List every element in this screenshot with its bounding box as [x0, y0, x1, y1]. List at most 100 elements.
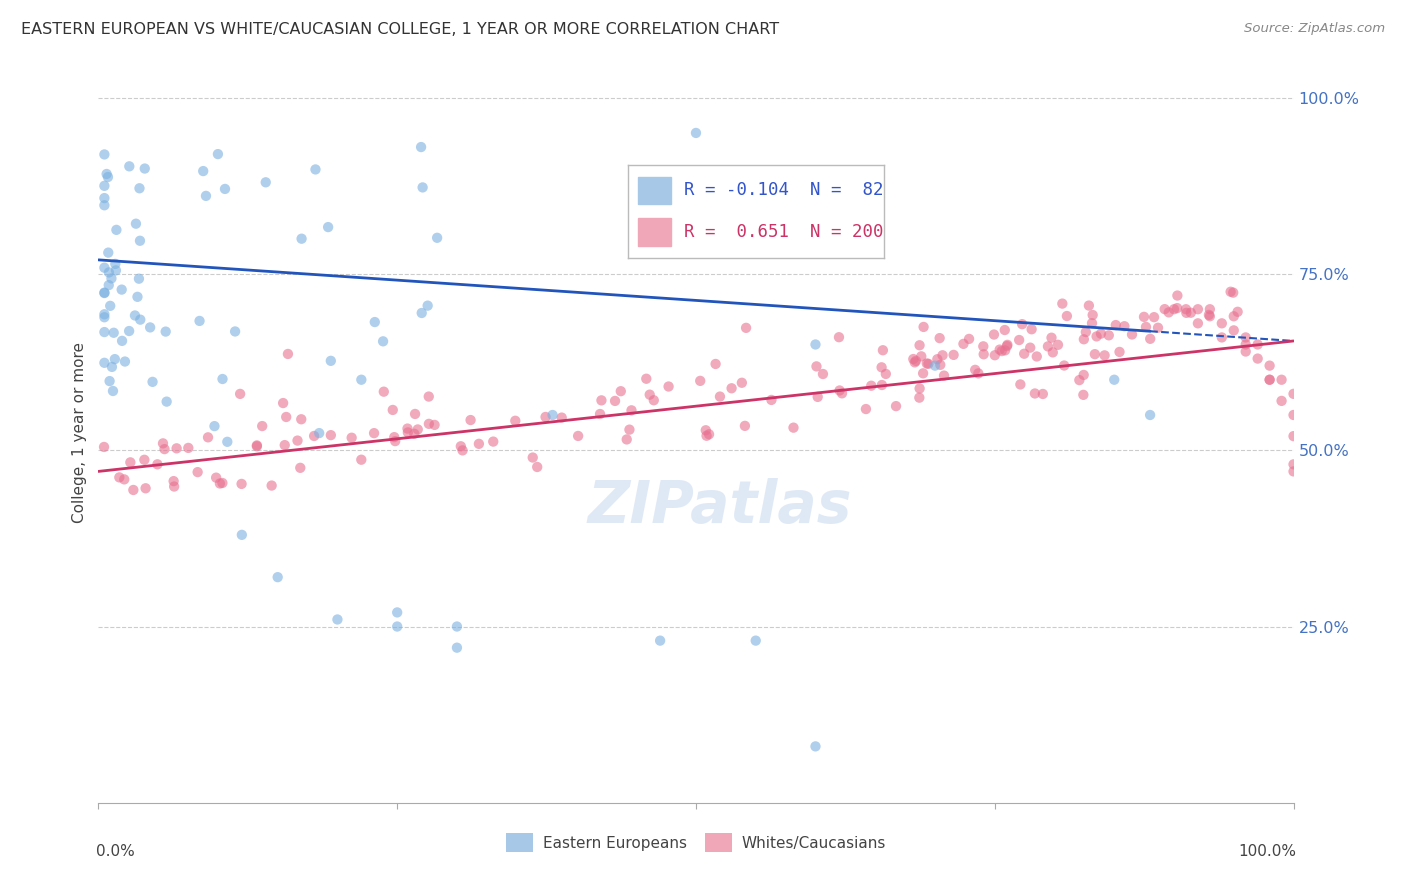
- Point: [1187, 316, 1209, 330]
- Point: [620, 403, 643, 417]
- Point: [373, 384, 395, 399]
- Point: [1187, 302, 1209, 317]
- Point: [915, 356, 938, 370]
- Point: [720, 381, 742, 395]
- Y-axis label: College, 1 year or more: College, 1 year or more: [72, 343, 87, 523]
- Point: [522, 450, 544, 465]
- Point: [988, 343, 1011, 357]
- Point: [364, 315, 387, 329]
- Point: [1226, 305, 1249, 319]
- Point: [276, 409, 298, 424]
- Point: [142, 375, 165, 389]
- Point: [1036, 339, 1059, 353]
- Point: [162, 474, 184, 488]
- Point: [291, 232, 314, 246]
- Point: [526, 460, 548, 475]
- Point: [1271, 373, 1294, 387]
- Point: [93, 440, 115, 454]
- Point: [93, 310, 115, 325]
- Point: [648, 633, 672, 648]
- Point: [1010, 377, 1032, 392]
- Point: [208, 476, 231, 491]
- Point: [696, 429, 718, 443]
- Point: [134, 161, 156, 176]
- Point: [860, 378, 883, 392]
- Point: [855, 402, 877, 417]
- Point: [204, 419, 226, 434]
- Point: [120, 455, 142, 469]
- Point: [217, 434, 239, 449]
- Point: [643, 393, 665, 408]
- Point: [460, 413, 482, 427]
- Point: [735, 321, 758, 335]
- Point: [1163, 302, 1185, 317]
- Text: R =  0.651  N = 200: R = 0.651 N = 200: [685, 223, 884, 241]
- Point: [93, 325, 115, 339]
- Point: [128, 181, 150, 195]
- Point: [260, 478, 283, 492]
- Point: [610, 384, 633, 399]
- Point: [1258, 359, 1281, 373]
- Point: [267, 570, 290, 584]
- Point: [246, 439, 269, 453]
- Point: [350, 452, 373, 467]
- Point: [163, 479, 186, 493]
- Point: [97, 169, 120, 184]
- Point: [904, 354, 927, 368]
- Point: [1247, 337, 1270, 351]
- Point: [1223, 323, 1246, 337]
- Point: [912, 320, 935, 334]
- Point: [734, 418, 756, 433]
- Point: [1073, 388, 1095, 402]
- Point: [153, 442, 176, 456]
- Point: [105, 223, 128, 237]
- Point: [412, 180, 434, 194]
- Point: [246, 438, 269, 452]
- Point: [1032, 387, 1054, 401]
- Point: [93, 285, 115, 300]
- Point: [616, 433, 638, 447]
- Point: [231, 528, 253, 542]
- Text: Source: ZipAtlas.com: Source: ZipAtlas.com: [1244, 22, 1385, 36]
- Point: [932, 368, 955, 383]
- Point: [1040, 331, 1063, 345]
- Point: [1077, 299, 1099, 313]
- Point: [188, 314, 211, 328]
- Text: ZIPatlas: ZIPatlas: [588, 478, 852, 535]
- Point: [1108, 345, 1130, 359]
- Point: [93, 198, 115, 212]
- Point: [468, 437, 491, 451]
- Point: [870, 378, 893, 392]
- Point: [404, 407, 426, 421]
- Point: [103, 326, 125, 340]
- Point: [910, 349, 932, 363]
- Point: [1012, 347, 1035, 361]
- Point: [139, 320, 162, 334]
- Point: [638, 387, 661, 401]
- Point: [122, 483, 145, 497]
- Point: [1258, 373, 1281, 387]
- Text: R = -0.104  N =  82: R = -0.104 N = 82: [685, 181, 884, 200]
- Text: EASTERN EUROPEAN VS WHITE/CAUCASIAN COLLEGE, 1 YEAR OR MORE CORRELATION CHART: EASTERN EUROPEAN VS WHITE/CAUCASIAN COLL…: [21, 22, 779, 37]
- Text: 0.0%: 0.0%: [96, 844, 135, 858]
- Point: [274, 438, 297, 452]
- Point: [193, 164, 215, 178]
- Point: [1069, 373, 1091, 387]
- Point: [534, 409, 557, 424]
- Point: [271, 396, 294, 410]
- Point: [807, 390, 830, 404]
- Point: [952, 336, 974, 351]
- Point: [884, 399, 907, 413]
- Point: [1081, 316, 1104, 330]
- Point: [1042, 345, 1064, 359]
- Point: [636, 372, 658, 386]
- Point: [101, 359, 124, 374]
- Point: [972, 339, 994, 353]
- Point: [1011, 317, 1033, 331]
- Point: [872, 343, 894, 358]
- Point: [603, 393, 626, 408]
- Point: [211, 372, 233, 386]
- Point: [1282, 387, 1305, 401]
- Point: [451, 443, 474, 458]
- Point: [1074, 325, 1097, 339]
